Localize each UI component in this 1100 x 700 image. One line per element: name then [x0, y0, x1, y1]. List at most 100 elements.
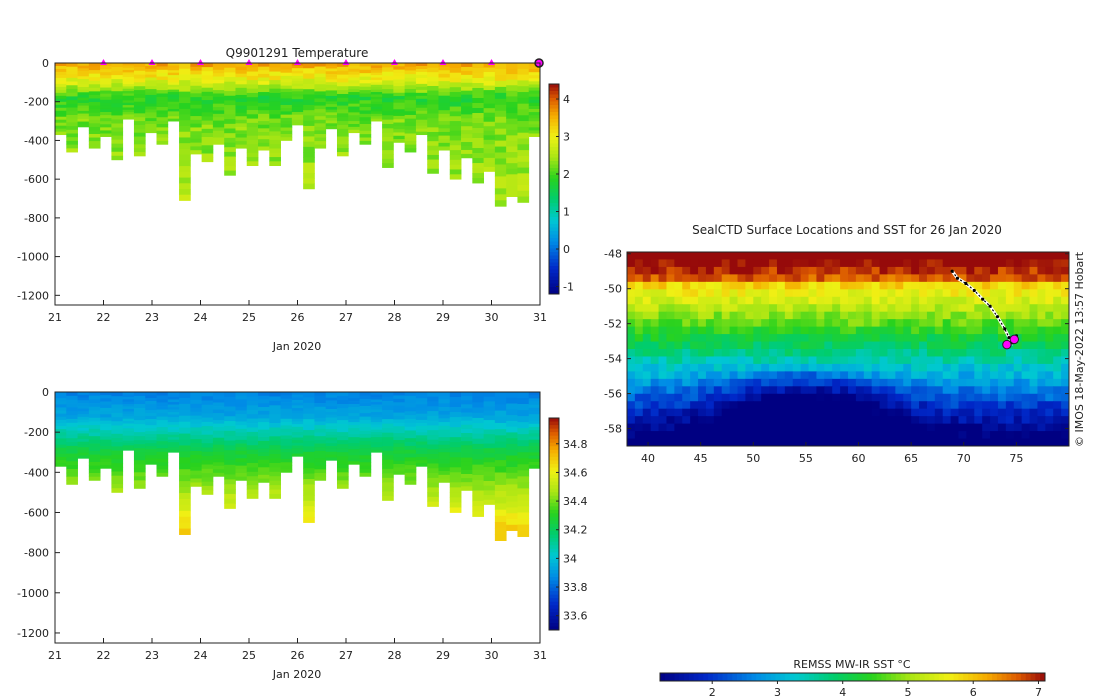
- profile-cell: [303, 468, 315, 474]
- profile-cell: [179, 445, 191, 452]
- sst-cell: [1005, 274, 1015, 283]
- profile-cell: [156, 458, 169, 463]
- sst-cell: [650, 438, 660, 447]
- sst-cell: [816, 393, 825, 402]
- sst-colorbar-segment: [799, 673, 805, 681]
- sst-cell: [784, 289, 794, 298]
- profile-cell: [449, 130, 462, 136]
- profile-cell: [179, 528, 191, 535]
- sst-cell: [1053, 416, 1062, 425]
- sst-cell: [713, 319, 723, 328]
- sst-cell: [784, 259, 794, 268]
- profile-cell: [122, 114, 135, 118]
- temperature-xlabel: Jan 2020: [272, 340, 321, 353]
- profile-cell: [224, 489, 236, 495]
- profile-cell: [224, 450, 236, 456]
- profile-cell: [404, 442, 417, 447]
- profile-cell: [348, 419, 360, 423]
- profile-cell: [100, 417, 112, 422]
- profile-cell: [393, 89, 406, 94]
- profile-cell: [258, 106, 270, 111]
- profile-cell: [156, 93, 169, 98]
- profile-cell: [133, 476, 146, 481]
- sst-colorbar-frame: [659, 672, 1046, 682]
- sst-cell: [666, 393, 675, 402]
- sst-cell: [776, 356, 786, 365]
- profile-cell: [66, 422, 78, 428]
- map-y-tick-label: -52: [604, 318, 622, 331]
- profile-cell: [461, 70, 473, 76]
- sst-cell: [982, 349, 991, 357]
- sst-cell: [1029, 423, 1038, 432]
- sst-cell: [808, 296, 817, 305]
- sst-cell: [966, 341, 975, 350]
- profile-cell: [167, 409, 180, 413]
- sst-cell: [871, 408, 881, 417]
- sst-cell: [713, 371, 723, 380]
- profile-cell: [325, 400, 338, 404]
- sst-cell: [966, 296, 975, 305]
- profile-cell: [77, 427, 90, 432]
- profile-cell: [472, 88, 485, 94]
- profile-cell: [212, 469, 225, 474]
- profile-cell: [303, 110, 315, 116]
- colorbar-segment: [549, 269, 559, 274]
- profile-cell: [111, 131, 124, 136]
- map-y-tick-label: -50: [604, 283, 622, 296]
- sst-cell: [721, 371, 731, 380]
- sst-cell: [792, 296, 802, 305]
- profile-cell: [348, 455, 360, 459]
- profile-cell: [246, 405, 259, 411]
- profile-cell: [449, 467, 462, 473]
- sst-cell: [745, 378, 754, 387]
- x-tick-label: 25: [242, 649, 256, 662]
- surface-marker: [148, 59, 156, 65]
- profile-cell: [111, 463, 124, 468]
- profile-cell: [100, 127, 112, 131]
- profile-cell: [224, 151, 236, 157]
- sst-cell: [650, 401, 660, 410]
- profile-cell: [88, 123, 101, 128]
- profile-cell: [348, 89, 360, 93]
- sst-cell: [1029, 304, 1038, 313]
- profile-cell: [167, 87, 180, 91]
- profile-cell: [393, 392, 406, 396]
- profile-cell: [246, 458, 259, 464]
- profile-cell: [100, 105, 112, 110]
- profile-cell: [506, 179, 518, 186]
- sst-cell: [911, 274, 920, 283]
- sst-cell: [926, 416, 936, 425]
- profile-cell: [483, 99, 496, 105]
- sst-cell: [1029, 431, 1038, 440]
- colorbar-segment: [549, 474, 559, 479]
- profile-cell: [483, 81, 496, 86]
- profile-cell: [494, 176, 507, 183]
- sst-cell: [1037, 311, 1046, 320]
- profile-cell: [314, 461, 327, 467]
- sst-cell: [776, 274, 786, 283]
- profile-cell: [280, 415, 293, 420]
- profile-cell: [359, 76, 372, 81]
- profile-cell: [404, 103, 417, 108]
- profile-cell: [156, 96, 169, 101]
- profile-cell: [258, 124, 270, 129]
- profile-cell: [291, 101, 304, 105]
- profile-cell: [246, 480, 259, 486]
- profile-cell: [415, 429, 428, 433]
- sst-cell: [903, 363, 912, 372]
- y-tick-label: -800: [24, 212, 49, 225]
- sst-cell: [1005, 423, 1015, 432]
- profile-cell: [393, 106, 406, 110]
- profile-cell: [122, 396, 135, 400]
- sst-cell: [958, 334, 967, 343]
- imos-credit: © IMOS 18-May-2022 13:57 Hobart: [1073, 251, 1086, 447]
- profile-cell: [77, 400, 90, 404]
- sst-cell: [650, 281, 660, 290]
- profile-cell: [122, 411, 135, 415]
- profile-cell: [370, 399, 383, 403]
- sst-cell: [753, 386, 762, 395]
- profile-cell: [348, 407, 360, 411]
- profile-cell: [404, 415, 417, 420]
- profile-cell: [246, 131, 259, 137]
- profile-cell: [201, 421, 214, 427]
